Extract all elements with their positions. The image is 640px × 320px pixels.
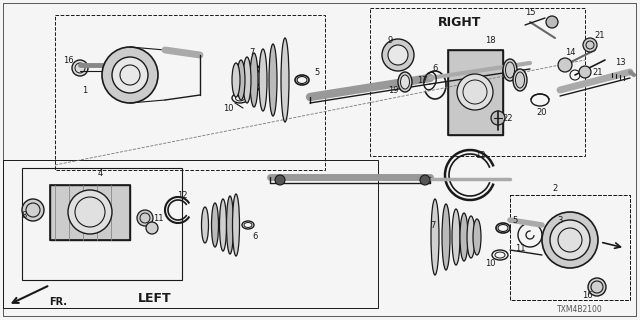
Text: 3: 3 [557,215,563,225]
Circle shape [588,278,606,296]
Text: 10: 10 [223,103,233,113]
Ellipse shape [237,60,245,100]
Text: 11: 11 [153,213,163,222]
Ellipse shape [232,194,239,256]
Circle shape [102,47,158,103]
Circle shape [491,111,505,125]
Circle shape [579,66,591,78]
Ellipse shape [211,203,218,247]
Text: TXM4B2100: TXM4B2100 [557,305,603,314]
Circle shape [542,212,598,268]
Ellipse shape [473,219,481,255]
Text: 19: 19 [388,85,398,94]
Text: 5: 5 [513,215,518,225]
Circle shape [382,39,414,71]
Bar [3,160,378,308]
Circle shape [457,74,493,110]
Ellipse shape [431,199,439,275]
Bar [370,8,585,156]
Text: 1: 1 [83,85,88,94]
Bar [50,185,130,240]
Circle shape [146,222,158,234]
Bar [448,50,503,135]
Bar [510,195,630,300]
Text: 14: 14 [564,47,575,57]
Ellipse shape [243,57,251,103]
Text: 22: 22 [503,114,513,123]
Text: 17: 17 [417,76,428,84]
Text: 2: 2 [552,183,557,193]
Text: 9: 9 [387,36,392,44]
Text: 16: 16 [582,291,592,300]
Circle shape [388,45,408,65]
Text: 13: 13 [614,58,625,67]
Text: 4: 4 [97,169,102,178]
Circle shape [546,16,558,28]
Ellipse shape [452,209,460,265]
Text: 15: 15 [525,7,535,17]
Ellipse shape [513,69,527,91]
Text: 8: 8 [21,211,27,220]
Ellipse shape [269,44,277,116]
Ellipse shape [503,59,517,81]
Circle shape [72,60,88,76]
Text: 7: 7 [430,220,436,229]
Ellipse shape [220,199,227,251]
Text: 12: 12 [475,150,485,159]
Text: 5: 5 [314,68,319,76]
Text: RIGHT: RIGHT [438,15,482,28]
Circle shape [558,58,572,72]
Text: 21: 21 [595,30,605,39]
Text: 12: 12 [177,190,188,199]
Text: 18: 18 [484,36,495,44]
Text: 21: 21 [593,68,604,76]
Ellipse shape [227,196,234,254]
Circle shape [275,175,285,185]
Circle shape [420,175,430,185]
Text: 10: 10 [484,260,495,268]
Bar [50,185,130,240]
Ellipse shape [202,207,209,243]
Circle shape [112,57,148,93]
Text: 6: 6 [252,231,258,241]
Text: 7: 7 [250,47,255,57]
Text: LEFT: LEFT [138,292,172,305]
Ellipse shape [442,204,450,270]
Ellipse shape [250,53,258,107]
Text: 6: 6 [432,63,438,73]
Bar [55,15,325,170]
Bar [510,195,630,300]
Bar [448,50,503,135]
Ellipse shape [460,213,468,261]
Ellipse shape [401,75,410,89]
Text: 20: 20 [537,108,547,116]
Circle shape [137,210,153,226]
Text: 16: 16 [63,55,74,65]
Ellipse shape [398,72,412,92]
Circle shape [68,190,112,234]
Bar [22,168,182,280]
Ellipse shape [467,216,475,258]
Ellipse shape [281,38,289,122]
Circle shape [583,38,597,52]
Circle shape [550,220,590,260]
Ellipse shape [259,49,267,111]
Text: 11: 11 [515,244,525,252]
Text: FR.: FR. [49,297,67,307]
Circle shape [22,199,44,221]
Ellipse shape [232,63,240,97]
